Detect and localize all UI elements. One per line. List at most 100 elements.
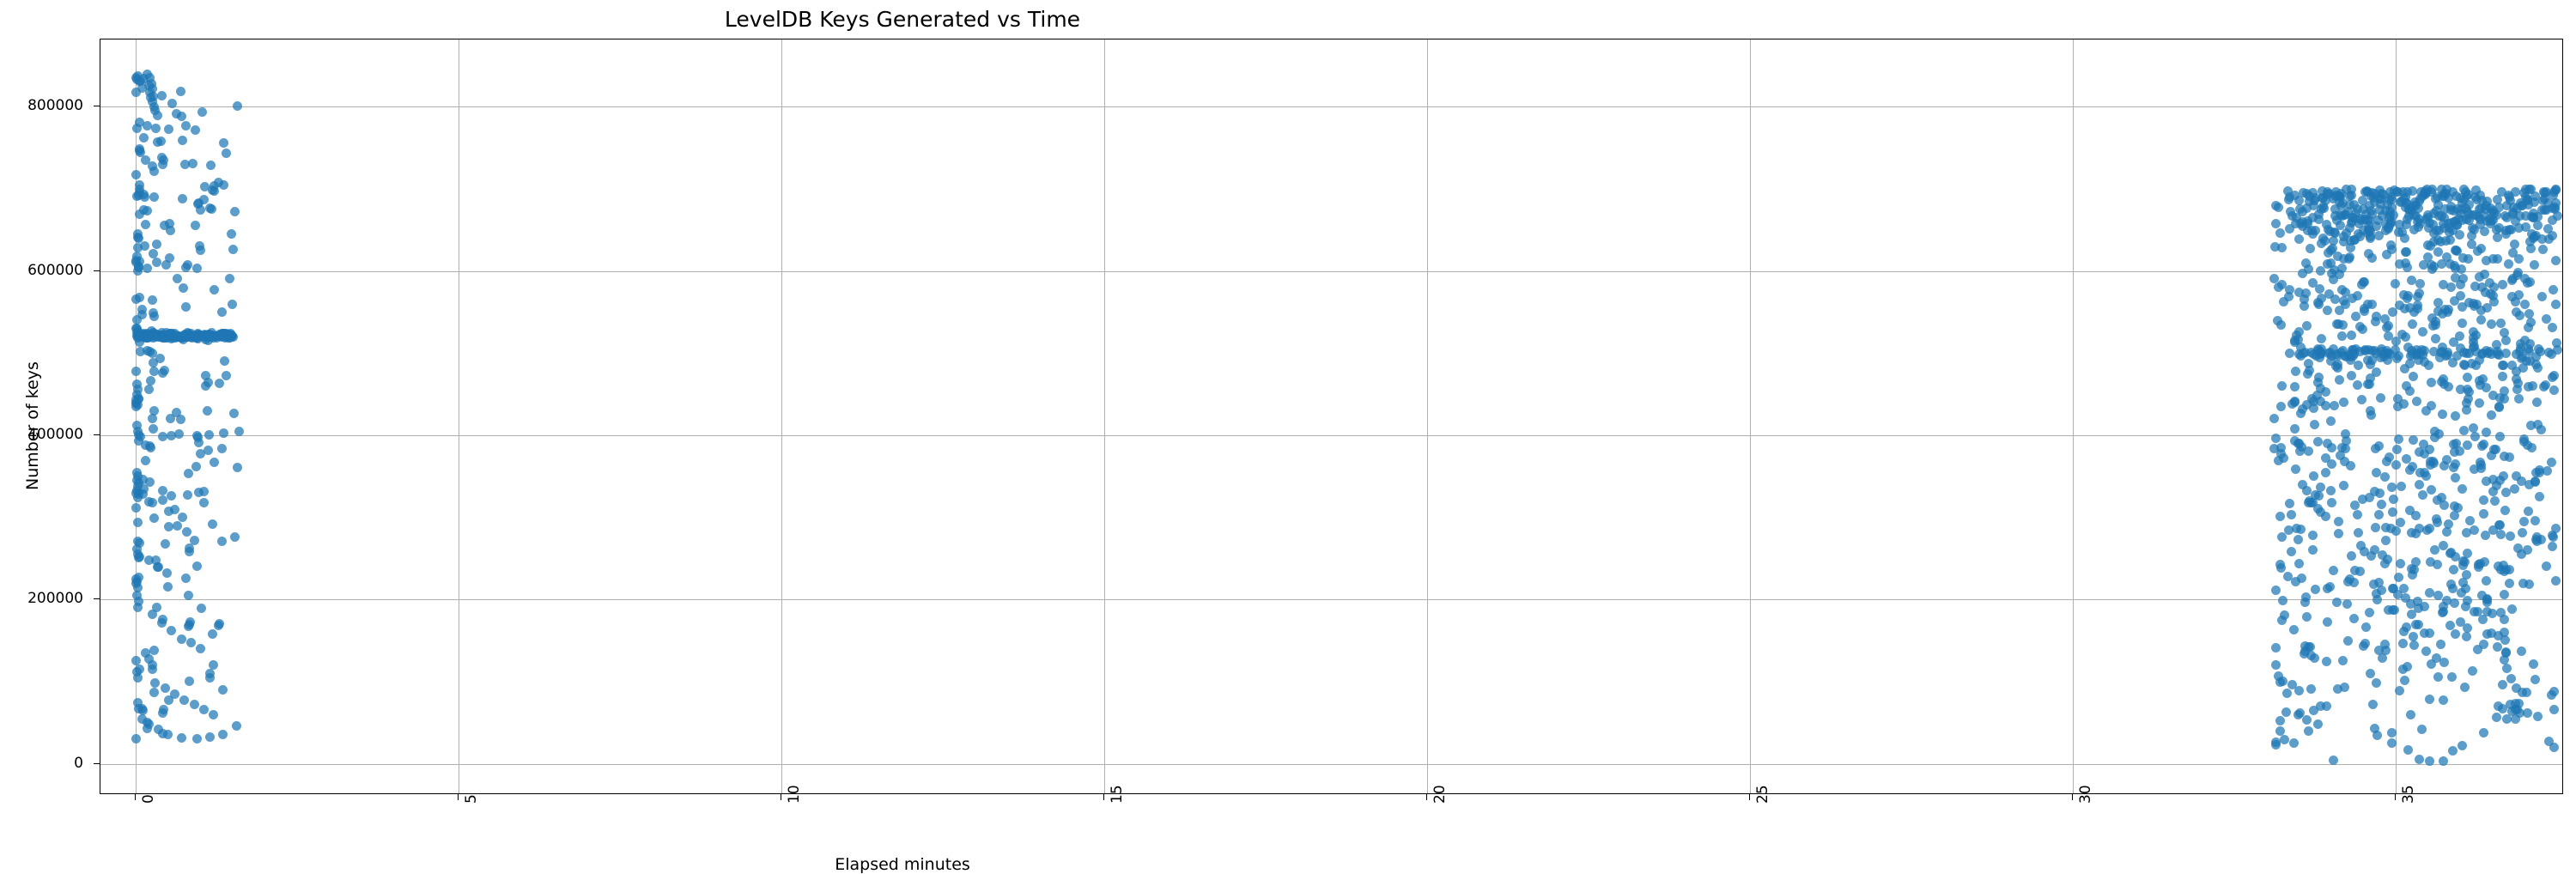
scatter-point [2344,199,2354,209]
scatter-point [2385,206,2396,216]
scatter-point [2482,606,2492,616]
scatter-point [2293,535,2303,544]
scatter-point [2478,440,2488,450]
scatter-point [2494,475,2505,485]
scatter-point [2450,629,2460,639]
scatter-point [2321,195,2331,205]
scatter-point [215,618,225,628]
scatter-point [2383,222,2393,233]
scatter-point [2275,560,2286,570]
scatter-point [2501,200,2512,210]
scatter-point [176,634,186,644]
scatter-point [2455,291,2465,301]
scatter-point [2330,204,2341,215]
x-tick-label: 15 [1109,785,1127,804]
scatter-point [2424,444,2434,454]
scatter-point [2446,282,2457,293]
scatter-point [2372,215,2383,226]
scatter-point [194,240,204,251]
scatter-point [2470,281,2481,291]
scatter-point [2392,394,2403,404]
scatter-point [2445,620,2455,630]
scatter-point [2492,642,2502,652]
scatter-point [2400,233,2410,243]
scatter-point [170,331,180,341]
scatter-point [2551,524,2561,534]
scatter-point [2498,360,2508,370]
scatter-point [216,443,227,453]
scatter-point [165,218,175,228]
scatter-point [2380,558,2390,568]
scatter-point [2366,550,2376,561]
scatter-point [2440,350,2451,361]
scatter-point [2462,632,2472,642]
scatter-point [2524,308,2534,319]
y-tick-mark [94,762,100,764]
scatter-point [2345,252,2355,263]
scatter-point [2476,196,2487,206]
scatter-point [2279,610,2289,620]
scatter-point [2450,263,2460,273]
scatter-point [2421,646,2431,656]
scatter-point [209,709,219,719]
scatter-point [148,424,158,434]
scatter-point [2328,756,2338,766]
scatter-point [2365,492,2375,502]
scatter-point [189,535,199,545]
scatter-point [2294,685,2305,695]
scatter-point [2306,651,2317,660]
y-gridline [100,599,2562,601]
scatter-point [2486,349,2496,359]
scatter-point [2313,298,2324,308]
scatter-point [2322,701,2332,712]
scatter-point [2398,664,2409,674]
scatter-point [2482,302,2493,313]
scatter-point [2288,738,2299,749]
scatter-point [2338,656,2348,666]
scatter-point [2410,211,2421,222]
scatter-point [2290,464,2300,475]
scatter-point [2495,608,2506,618]
scatter-point [2371,522,2381,532]
x-gridline [2073,39,2075,793]
scatter-point [185,617,196,628]
scatter-point [2523,545,2533,555]
scatter-point [2313,377,2324,387]
scatter-point [2540,187,2550,197]
scatter-point [2302,216,2312,227]
scatter-point [2499,393,2509,404]
scatter-point [151,239,161,249]
scatter-point [2499,589,2509,599]
scatter-point [2290,218,2300,228]
scatter-point [2430,427,2440,437]
scatter-point [2303,226,2313,236]
scatter-point [2308,705,2318,715]
scatter-point [148,161,158,171]
scatter-point [2436,639,2446,649]
scatter-point [2324,288,2334,299]
scatter-point [2455,617,2465,628]
scatter-point [2443,519,2453,529]
scatter-point [2292,212,2302,222]
scatter-point [2317,293,2327,303]
scatter-point [2411,510,2421,520]
scatter-point [2339,481,2349,491]
scatter-point [149,405,159,416]
y-gridline [100,435,2562,437]
scatter-point [144,72,155,82]
scatter-point [149,366,159,376]
scatter-point [134,553,144,563]
scatter-point [195,448,205,458]
scatter-point [2331,215,2342,226]
scatter-point [2370,544,2380,555]
scatter-point [131,395,141,405]
scatter-point [2523,323,2533,333]
scatter-point [2346,330,2356,340]
scatter-point [2405,464,2415,475]
scatter-point [2448,225,2458,235]
scatter-point [205,160,216,170]
scatter-point [2441,527,2451,537]
scatter-point [2353,291,2363,301]
scatter-point [2415,219,2426,229]
scatter-point [2373,577,2384,587]
